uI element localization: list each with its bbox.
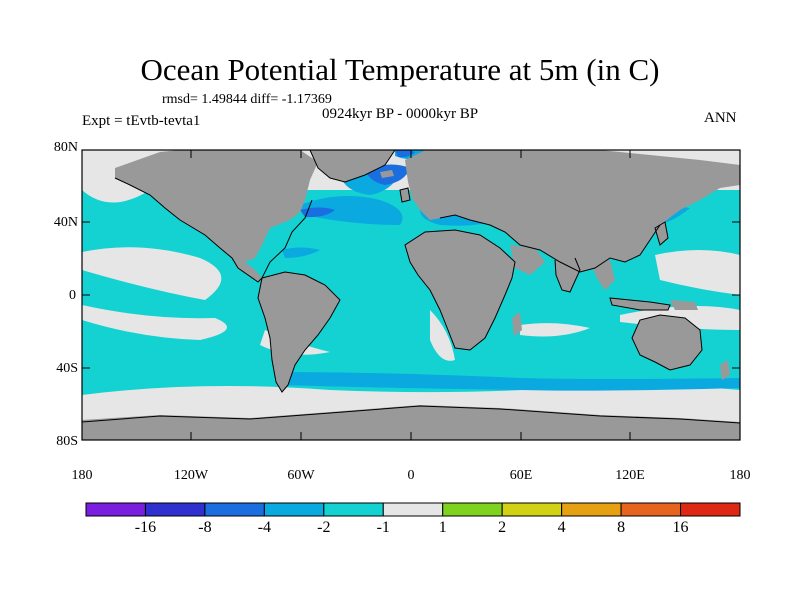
lat-tick-80s: 80S xyxy=(56,434,78,449)
lon-tick-120e: 120E xyxy=(615,468,645,483)
land-masses xyxy=(82,150,740,440)
colorbar-box xyxy=(620,502,682,517)
lon-tick-120w: 120W xyxy=(173,468,209,483)
map-field xyxy=(82,150,740,440)
colorbar-box xyxy=(204,502,265,517)
colorbar-box xyxy=(442,502,503,517)
colorbar-label: -8 xyxy=(198,519,212,536)
lon-tick-180w: 180 xyxy=(71,468,93,483)
colorbar-label: -4 xyxy=(257,519,272,536)
colorbar-box xyxy=(323,502,384,517)
experiment-label: Expt = tEvtb-tevta1 xyxy=(82,113,201,129)
colorbar-box xyxy=(382,502,444,517)
colorbar-label: -16 xyxy=(134,519,157,536)
axis-ticks xyxy=(82,149,740,441)
colorbar-box xyxy=(680,502,741,517)
colorbar-box xyxy=(501,502,563,517)
colorbar-label: 1 xyxy=(438,519,447,536)
lat-tick-40n: 40N xyxy=(53,215,78,230)
lon-tick-0: 0 xyxy=(407,468,415,483)
colorbar-box xyxy=(263,502,325,517)
lon-tick-180e: 180 xyxy=(729,468,751,483)
lat-tick-0: 0 xyxy=(69,288,76,303)
colorbar-label: -1 xyxy=(376,519,390,536)
colorbar-box xyxy=(85,502,146,517)
lon-tick-60w: 60W xyxy=(287,468,315,483)
stats-line: rmsd= 1.49844 diff= -1.17369 xyxy=(162,92,332,107)
map-title: Ocean Potential Temperature at 5m (in C) xyxy=(140,52,660,87)
colorbar-box xyxy=(144,502,206,517)
colorbar-label: 16 xyxy=(672,519,689,536)
lon-tick-60e: 60E xyxy=(509,468,533,483)
colorbar-label: 2 xyxy=(498,519,507,536)
coastlines xyxy=(82,150,740,424)
lat-tick-40s: 40S xyxy=(56,361,78,376)
colorbar-label: 8 xyxy=(617,519,626,536)
colorbar-label: -2 xyxy=(317,519,331,536)
colorbar-label: 4 xyxy=(557,519,566,536)
season-label: ANN xyxy=(704,110,737,126)
period-label: 0924kyr BP - 0000kyr BP xyxy=(322,106,479,122)
lat-tick-80n: 80N xyxy=(53,140,78,155)
colorbar xyxy=(85,502,741,517)
colorbar-box xyxy=(561,502,622,517)
